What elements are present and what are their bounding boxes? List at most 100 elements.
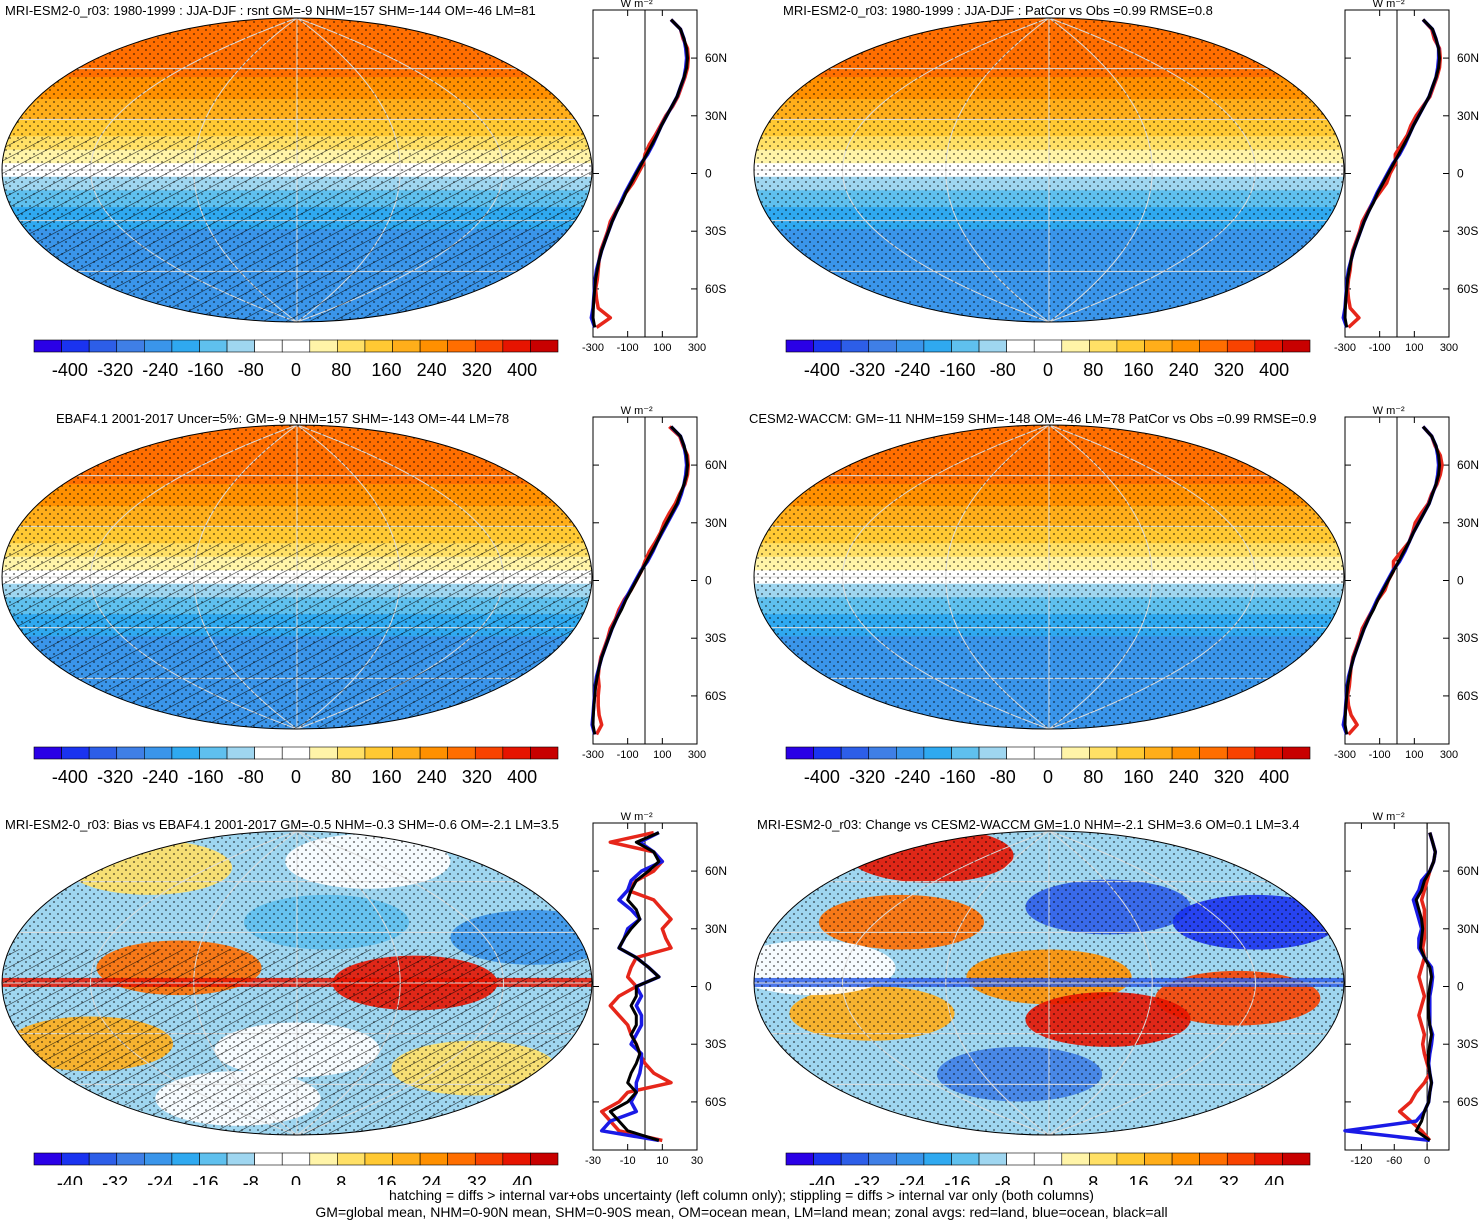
panel-3: -400 -320 -240 -160 -80 0 80 160 240 320 400 W m⁻² -… <box>1 405 727 787</box>
panel-title-6: MRI-ESM2-0_r03: Change vs CESM2-WACCM GM… <box>757 817 1300 832</box>
colorbar-label: 400 <box>507 767 537 787</box>
colorbar-label: 400 <box>507 360 537 380</box>
colorbar-label: -240 <box>142 360 178 380</box>
colorbar-swatch <box>364 1152 393 1166</box>
colorbar-swatch <box>364 746 393 760</box>
colorbar-swatch <box>951 1152 980 1166</box>
colorbar-label: -400 <box>804 360 840 380</box>
colorbar-swatch <box>199 1152 228 1166</box>
lat-label: 60N <box>1457 864 1479 878</box>
map-3 <box>2 425 592 729</box>
colorbar-swatch <box>116 339 145 353</box>
colorbar-label: -320 <box>849 360 885 380</box>
colorbar-label: -400 <box>804 767 840 787</box>
panel-5: -40 -32 -24 -16 -8 0 8 16 24 32 40 W m⁻² -30 -10 10 30 6… <box>1 811 727 1185</box>
colorbar-swatch <box>502 746 531 760</box>
colorbar-swatch <box>474 746 504 760</box>
colorbar-swatch <box>392 339 421 353</box>
colorbar-swatch <box>1144 1152 1173 1166</box>
colorbar-swatch <box>419 1152 448 1166</box>
lat-label: 30S <box>1457 224 1478 238</box>
lat-label: 30N <box>1457 922 1479 936</box>
colorbar-swatch <box>1226 1152 1256 1166</box>
colorbar-swatch <box>1199 339 1228 353</box>
colorbar-label: 160 <box>1123 767 1153 787</box>
colorbar-swatch <box>1089 1152 1118 1166</box>
colorbar-label: 320 <box>1214 767 1244 787</box>
colorbar-label: 160 <box>1123 360 1153 380</box>
colorbar-swatch <box>199 746 228 760</box>
colorbar-label: 8 <box>1088 1173 1098 1185</box>
colorbar-label: -24 <box>899 1173 925 1185</box>
colorbar-swatch <box>1116 339 1145 353</box>
map-border-6 <box>753 830 1345 1136</box>
colorbar-swatch <box>1006 339 1035 353</box>
panel-1: -400 -320 -240 -160 -80 0 80 160 240 320 400 W m⁻² -… <box>1 0 727 380</box>
colorbar-label: -32 <box>854 1173 880 1185</box>
zonal-x-tick: -300 <box>582 342 604 354</box>
colorbar-swatch <box>1199 746 1228 760</box>
colorbar-swatch <box>1171 746 1200 760</box>
zonal-x-tick: -100 <box>1369 749 1391 761</box>
colorbar-swatch <box>364 339 393 353</box>
colorbar-swatch <box>33 339 62 353</box>
colorbar-label: -32 <box>102 1173 128 1185</box>
colorbar-swatch <box>1033 746 1063 760</box>
zonal-curve-land <box>594 425 691 736</box>
colorbar-swatch <box>868 1152 897 1166</box>
colorbar-swatch <box>88 746 118 760</box>
colorbar-label: 160 <box>371 767 401 787</box>
colorbar-label: 320 <box>462 360 492 380</box>
map-border-2 <box>753 17 1345 323</box>
colorbar-6: -40 -32 -24 -16 -8 0 8 16 24 32 40 <box>785 1152 1311 1185</box>
zonal-mean-3: W m⁻² -300 -100 100 300 60N 30N 0 30S 60S <box>582 405 727 761</box>
lat-label: 30S <box>1457 631 1478 645</box>
zonal-curve-land <box>593 18 691 329</box>
zonal-unit: W m⁻² <box>1373 405 1405 417</box>
colorbar-swatch <box>1282 1152 1311 1166</box>
colorbar-swatch <box>813 339 842 353</box>
colorbar-swatch <box>1006 1152 1035 1166</box>
colorbar-swatch <box>1226 339 1256 353</box>
panel-2: -400 -320 -240 -160 -80 0 80 160 240 320 400 W m⁻² -… <box>753 0 1479 380</box>
colorbar-swatch <box>309 1152 338 1166</box>
colorbar-swatch <box>171 746 200 760</box>
colorbar-swatch <box>1089 339 1118 353</box>
colorbar-label: 24 <box>1174 1173 1194 1185</box>
colorbar-swatch <box>309 339 338 353</box>
colorbar-swatch <box>171 339 200 353</box>
colorbar-swatch <box>281 746 311 760</box>
lat-label: 30N <box>1457 109 1479 123</box>
zonal-curve-all <box>1343 18 1441 328</box>
zonal-mean-6: W m⁻² -120 -60 0 60N 30N 0 30S 60S <box>1343 811 1479 1167</box>
zonal-x-tick: 300 <box>688 342 706 354</box>
zonal-x-tick: 100 <box>653 342 671 354</box>
colorbar-label: -40 <box>809 1173 835 1185</box>
colorbar-label: 40 <box>512 1173 532 1185</box>
map-2 <box>754 18 1344 322</box>
lat-label: 30N <box>1457 516 1479 530</box>
zonal-x-tick: 100 <box>1405 749 1423 761</box>
zonal-mean-1: W m⁻² -300 -100 100 300 60N 30N 0 30S 60S <box>582 0 727 354</box>
zonal-curve-all <box>591 425 689 735</box>
colorbar-swatch <box>1254 746 1283 760</box>
colorbar-swatch <box>978 746 1007 760</box>
colorbar-swatch <box>419 746 448 760</box>
colorbar-swatch <box>978 339 1007 353</box>
colorbar-label: -16 <box>193 1173 219 1185</box>
zonal-x-tick: -300 <box>582 749 604 761</box>
colorbar-label: -240 <box>894 767 930 787</box>
colorbar-label: -240 <box>142 767 178 787</box>
zonal-x-tick: 100 <box>653 749 671 761</box>
colorbar-swatch <box>474 339 504 353</box>
lat-label: 0 <box>705 574 712 588</box>
panel-title-3: EBAF4.1 2001-2017 Uncer=5%: GM=-9 NHM=15… <box>56 411 510 426</box>
colorbar-label: 80 <box>1083 767 1103 787</box>
zonal-curve-ocean <box>590 425 689 735</box>
colorbar-label: -8 <box>995 1173 1011 1185</box>
colorbar-label: 240 <box>1169 360 1199 380</box>
colorbar-swatch <box>116 1152 145 1166</box>
lat-label: 30N <box>705 516 727 530</box>
footer-line-2: GM=global mean, NHM=0-90N mean, SHM=0-90… <box>315 1204 1168 1220</box>
colorbar-swatch <box>502 339 531 353</box>
